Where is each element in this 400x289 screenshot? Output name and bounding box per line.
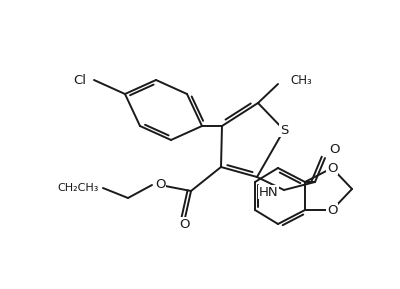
Text: O: O xyxy=(155,179,165,192)
Text: CH₃: CH₃ xyxy=(290,73,312,86)
Text: S: S xyxy=(280,123,288,136)
Text: HN: HN xyxy=(258,186,278,199)
Text: CH₂CH₃: CH₂CH₃ xyxy=(58,183,99,193)
Text: Cl: Cl xyxy=(74,73,86,86)
Text: O: O xyxy=(327,162,337,175)
Text: O: O xyxy=(327,203,337,216)
Text: O: O xyxy=(329,143,340,156)
Text: O: O xyxy=(180,218,190,231)
